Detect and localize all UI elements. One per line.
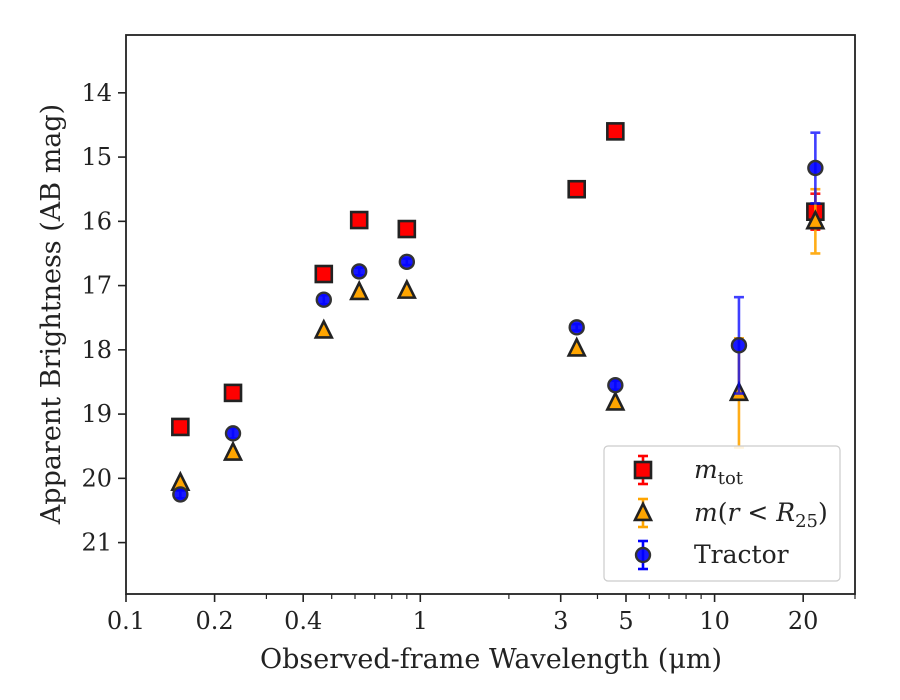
data-point-mtot <box>606 122 625 141</box>
x-tick-label: 0.2 <box>196 607 234 635</box>
data-point-mr25 <box>349 279 370 301</box>
data-point-tractor <box>315 291 332 308</box>
x-tick-label: 10 <box>699 607 730 635</box>
data-point-mtot <box>314 264 334 284</box>
x-tick-label: 0.4 <box>284 607 322 635</box>
x-tick-label: 5 <box>618 607 633 635</box>
data-point-tractor <box>730 337 748 354</box>
y-axis-label: Apparent Brightness (AB mag) <box>36 104 67 525</box>
legend-label-tractor: Tractor <box>694 540 789 569</box>
y-tick-label: 19 <box>81 400 112 428</box>
y-tick-label: 14 <box>81 79 112 107</box>
y-tick-label: 16 <box>81 207 112 235</box>
data-point-mtot <box>567 179 587 199</box>
legend: mtot m(r < R25) Tractor <box>603 445 841 582</box>
data-point-tractor <box>350 263 368 280</box>
legend-label-mtot: mtot <box>694 455 744 489</box>
legend-marker-mtot <box>633 460 653 480</box>
legend-box <box>603 445 841 582</box>
data-point-tractor <box>172 486 189 503</box>
data-point-mr25 <box>805 209 826 230</box>
data-point-mtot <box>397 219 417 239</box>
x-tick-label: 20 <box>788 607 819 635</box>
legend-marker-mr25 <box>632 500 654 522</box>
data-point-tractor <box>607 376 624 394</box>
data-point-mr25 <box>605 390 626 411</box>
data-point-mtot <box>171 417 190 437</box>
data-point-mtot <box>223 383 243 403</box>
data-point-tractor <box>807 159 824 177</box>
data-point-mr25 <box>222 440 244 461</box>
y-tick-label: 18 <box>81 336 112 364</box>
series-mr25 <box>170 187 826 492</box>
data-point-mr25 <box>313 318 334 339</box>
plot-frame <box>125 34 856 595</box>
legend-label-mr25: m(r < R25) <box>694 498 828 532</box>
x-axis-label: Observed-frame Wavelength (μm) <box>260 644 722 675</box>
x-tick-label: 3 <box>553 607 568 635</box>
data-point-mr25 <box>396 278 417 299</box>
y-tick-label: 15 <box>81 143 112 171</box>
y-tick-label: 20 <box>81 464 112 492</box>
data-point-tractor <box>568 319 585 336</box>
data-point-tractor <box>224 425 242 442</box>
plot-area <box>170 122 826 503</box>
data-point-mtot <box>349 210 369 230</box>
data-point-mr25 <box>566 336 587 357</box>
axes: 0.1 0.2 0.4 1 3 5 10 20 14 15 16 17 18 19 20 21 <box>81 34 856 635</box>
y-tick-label: 17 <box>81 272 112 300</box>
x-tick-label: 1 <box>413 607 428 635</box>
legend-marker-tractor <box>634 546 652 564</box>
series-mtot <box>171 122 825 437</box>
x-tick-label: 0.1 <box>107 607 145 635</box>
data-point-tractor <box>398 253 416 271</box>
series-tractor <box>172 131 824 503</box>
y-tick-label: 21 <box>81 529 112 557</box>
